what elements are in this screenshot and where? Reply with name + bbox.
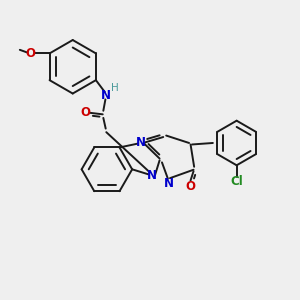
Text: O: O <box>185 181 195 194</box>
Text: N: N <box>146 169 157 182</box>
Text: O: O <box>80 106 90 119</box>
Text: N: N <box>164 177 173 190</box>
Text: N: N <box>101 88 111 101</box>
Text: O: O <box>26 47 35 60</box>
Text: N: N <box>136 136 146 149</box>
Text: H: H <box>111 82 119 93</box>
Text: Cl: Cl <box>230 175 243 188</box>
